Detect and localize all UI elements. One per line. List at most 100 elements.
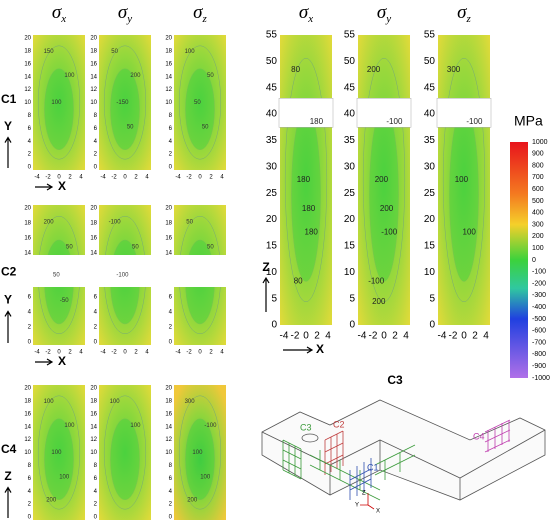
contour-label: -50 [60,298,69,304]
contour-label: 50 [194,100,201,106]
y-tick-label: 50 [266,56,278,67]
y-tick-label: 10 [90,100,97,106]
y-tick-label: 45 [266,82,278,93]
y-tick-label: 14 [90,424,97,430]
contour-region [44,68,74,150]
y-tick-label: 0 [169,165,173,171]
panel-group-label: C3 [387,373,403,387]
y-tick-label: 2 [94,325,98,331]
y-tick-label: 18 [90,398,97,404]
y-tick-label: 8 [169,113,173,119]
contour-label: 50 [127,124,134,130]
y-tick-label: 14 [90,74,97,80]
y-tick-label: 4 [94,489,98,495]
axis-label: X [376,509,380,515]
x-tick-label: 0 [461,331,467,342]
y-tick-label: 5 [271,293,277,304]
y-tick-label: 12 [90,87,97,93]
y-tick-label: 2 [94,152,98,158]
x-tick-label: -4 [175,175,181,181]
contour-label: 100 [51,100,62,106]
y-tick-label: 50 [344,56,356,67]
contour-label: 200 [130,73,141,79]
contour-label: 200 [187,497,198,503]
y-tick-label: 14 [165,74,172,80]
contour-line [178,395,222,510]
contour-map [174,35,226,170]
x-tick-label: 0 [198,175,202,181]
y-tick-label: 12 [165,437,172,443]
y-tick-label: 50 [424,56,436,67]
contour-line [362,57,406,303]
column-header: σx [52,2,66,24]
contour-label: 100 [185,49,196,55]
axis-label: Z [4,469,11,483]
y-tick-label: 0 [169,340,173,346]
x-tick-label: -2 [45,350,51,356]
contour-label: 50 [207,73,214,79]
colorbar-tick-label: 800 [532,162,544,169]
contour-label: 100 [130,423,141,429]
contour-label: 200 [44,219,55,225]
y-tick-label: 8 [28,463,32,469]
y-tick-label: 12 [90,437,97,443]
contour-line [37,45,81,160]
contour-label: 200 [46,497,57,503]
contour-label: 100 [44,399,55,405]
y-tick-label: 14 [24,74,31,80]
colorbar-tick-label: -600 [532,328,546,335]
y-tick-label: 16 [90,411,97,417]
y-tick-label: 4 [28,139,32,145]
x-tick-label: -4 [100,350,106,356]
x-tick-label: -2 [111,350,117,356]
arrow [35,358,54,366]
y-tick-label: 2 [94,502,98,508]
y-tick-label: 30 [424,161,436,172]
y-tick-label: 35 [266,135,278,146]
gap [356,98,412,128]
y-tick-label: 6 [169,295,173,301]
contour-region [110,68,140,150]
colorbar-tick-label: 500 [532,198,544,205]
axis-label: Y [355,503,359,509]
y-tick-label: 20 [266,214,278,225]
x-tick-label: 2 [209,175,213,181]
column-header: σx [299,2,313,24]
y-tick-label: 2 [169,502,173,508]
axis-label: Y [4,119,12,133]
y-tick-label: 6 [94,476,98,482]
y-tick-label: 20 [90,206,97,212]
y-tick-label: 40 [344,109,356,120]
contour-line [37,395,81,510]
y-tick-label: 15 [424,241,436,252]
y-tick-label: 2 [169,325,173,331]
y-tick-label: 6 [94,295,98,301]
y-tick-label: 18 [90,221,97,227]
x-tick-label: -4 [100,175,106,181]
y-tick-label: 6 [28,295,32,301]
y-tick-label: 20 [24,206,31,212]
x-tick-label: -4 [438,331,447,342]
contour-map [33,385,85,520]
y-tick-label: 0 [349,320,355,331]
colorbar-tick-label: -400 [532,304,546,311]
gap [32,255,86,287]
y-tick-label: 45 [424,82,436,93]
y-tick-label: 25 [266,188,278,199]
x-tick-label: 2 [68,350,72,356]
y-tick-label: 15 [344,241,356,252]
x-tick-label: 0 [303,331,309,342]
contour-map [99,35,151,170]
axis-label: Y [4,292,12,306]
y-tick-label: 6 [169,126,173,132]
contour-label: -100 [116,273,129,279]
y-tick-label: 15 [266,241,278,252]
y-tick-label: 20 [24,386,31,392]
y-tick-label: 2 [28,325,32,331]
y-tick-label: 20 [344,214,356,225]
x-tick-label: -4 [280,331,289,342]
colorbar-tick-label: -1000 [532,375,550,382]
y-tick-label: 10 [24,100,31,106]
colorbar-tick-label: -100 [532,269,546,276]
contour-label: -100 [109,219,122,225]
